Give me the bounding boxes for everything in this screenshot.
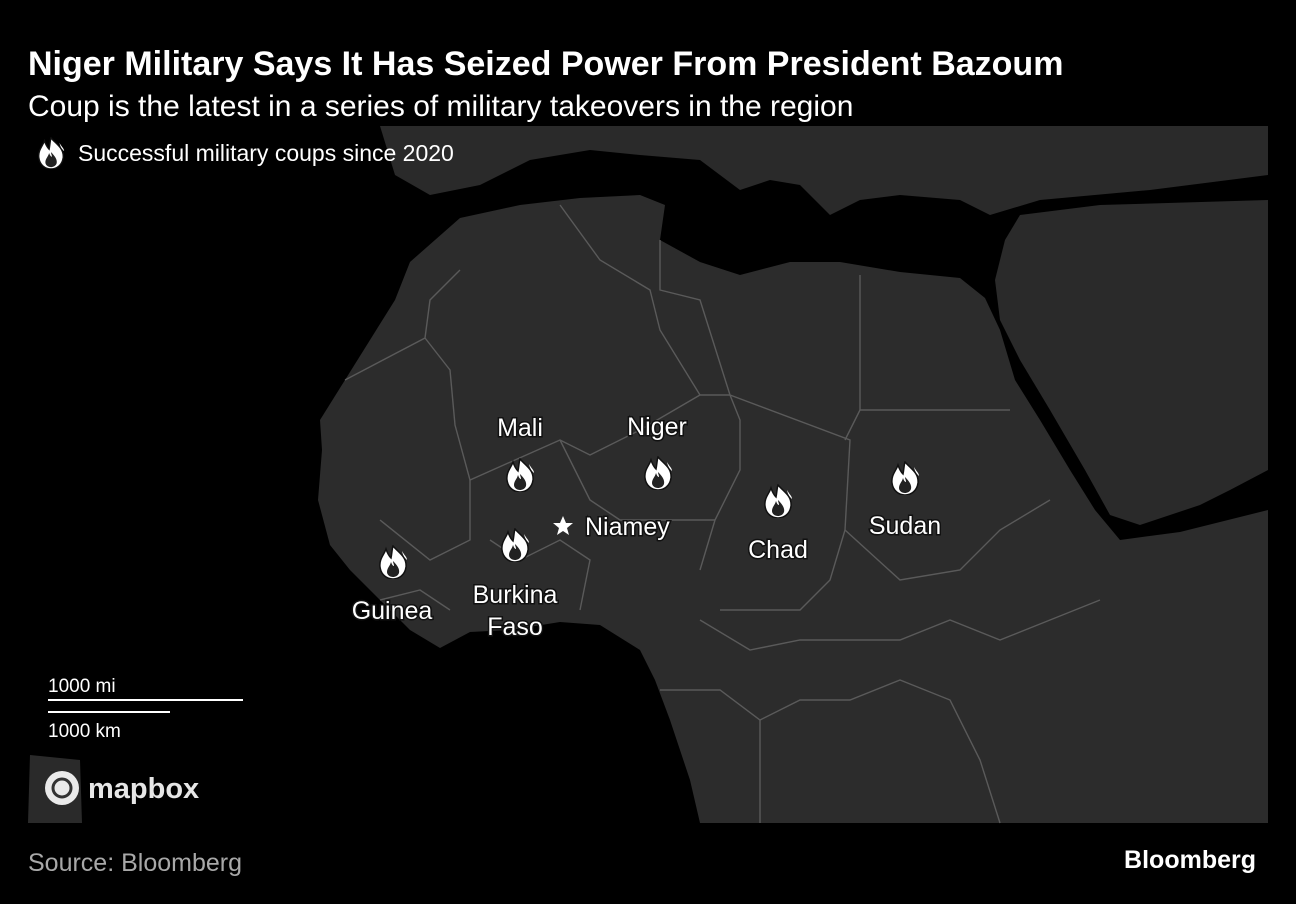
legend-label: Successful military coups since 2020 bbox=[78, 140, 454, 166]
country-label: Mali bbox=[497, 414, 543, 442]
country-label: Guinea bbox=[352, 597, 433, 625]
capital-star bbox=[553, 516, 573, 535]
title: Niger Military Says It Has Seized Power … bbox=[28, 45, 1063, 83]
scale-km: 1000 km bbox=[48, 721, 121, 742]
source: Source: Bloomberg bbox=[28, 849, 242, 877]
land-africa bbox=[318, 195, 1268, 823]
scale-miles: 1000 mi bbox=[48, 676, 116, 697]
map: Mali Niger Chad Sudan Guinea Burkina Faso Niam… bbox=[28, 126, 1268, 824]
country-labels: Mali Niger Chad Sudan Guinea Burkina Faso bbox=[350, 412, 942, 643]
logo: Bloomberg bbox=[1124, 846, 1256, 874]
country-label: Sudan bbox=[869, 512, 941, 540]
subtitle: Coup is the latest in a series of milita… bbox=[28, 90, 853, 123]
mapbox-text: mapbox bbox=[88, 773, 199, 805]
country-label: Burkina bbox=[473, 581, 558, 609]
country-label: Faso bbox=[487, 613, 543, 641]
country-label: Chad bbox=[748, 536, 808, 564]
mapbox-logo: mapbox bbox=[45, 771, 199, 805]
scale-bar: 1000 mi 1000 km bbox=[48, 676, 243, 742]
capital-label: Niamey bbox=[585, 513, 670, 541]
land-arabia bbox=[995, 200, 1268, 525]
land-europe bbox=[380, 126, 1268, 215]
country-label: Niger bbox=[627, 413, 687, 441]
